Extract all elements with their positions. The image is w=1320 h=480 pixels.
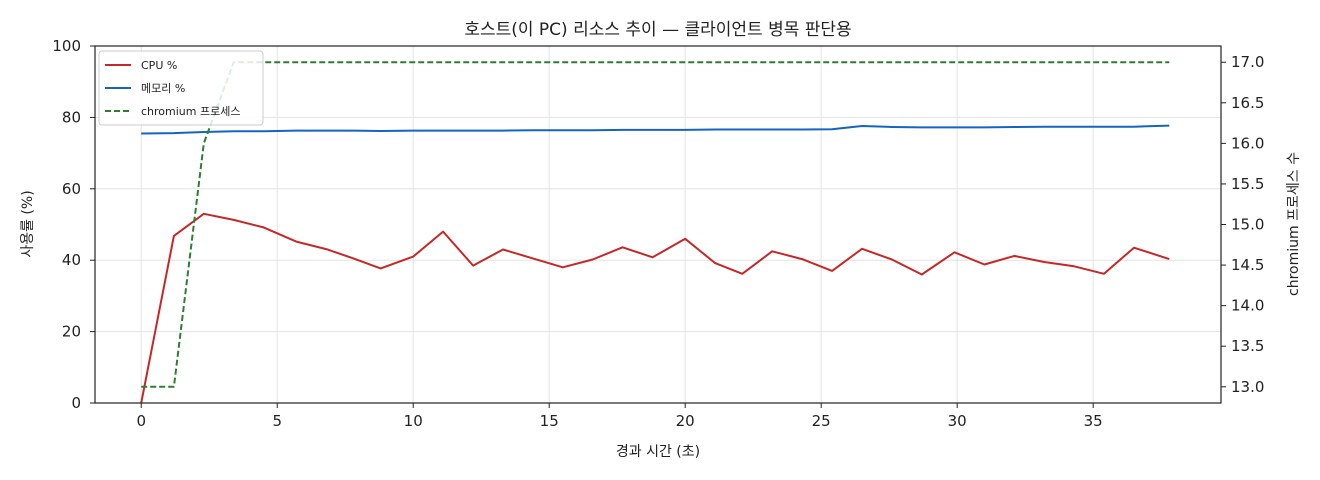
legend-label-cpu: CPU % [141,59,177,72]
legend: CPU % 메모리 % chromium 프로세스 [98,50,264,126]
y-tick-label: 60 [62,180,81,198]
y-tick-label: 20 [62,323,81,341]
plot-lines [140,61,1170,404]
chart-title: 호스트(이 PC) 리소스 추이 — 클라이언트 병목 판단용 [464,20,851,40]
series-line-chromium [141,61,1170,388]
legend-box [98,50,264,126]
y2-tick-label: 13.5 [1231,337,1264,355]
x-tick-label: 10 [404,412,423,430]
y2-tick-label: 16.5 [1231,94,1264,112]
y-tick-label: 100 [52,37,81,55]
y-axis-label: 사용률 (%) [20,190,36,257]
series-line-cpu [140,212,1170,404]
y2-tick-label: 15.0 [1231,216,1264,234]
x-tick-label: 30 [948,412,967,430]
y-axis-right: 13.0 13.5 14.0 14.5 15.0 15.5 16.0 16.5 17.0 [1221,53,1264,396]
x-tick-label: 0 [136,412,146,430]
y-axis-left: 0 20 40 60 80 100 [52,37,95,412]
legend-label-chromium: chromium 프로세스 [141,105,240,118]
y2-tick-label: 17.0 [1231,53,1264,71]
x-tick-label: 5 [272,412,282,430]
x-axis: 0 5 10 15 20 25 30 35 [136,403,1103,430]
y2-tick-label: 13.0 [1231,378,1264,396]
legend-label-memory: 메모리 % [141,82,185,95]
x-axis-label: 경과 시간 (초) [616,444,700,460]
y2-tick-label: 15.5 [1231,175,1264,193]
series-line-memory [141,124,1170,135]
y2-tick-label: 16.0 [1231,134,1264,152]
y2-tick-label: 14.0 [1231,297,1264,315]
y-tick-label: 80 [62,108,81,126]
y2-axis-label: chromium 프로세스 수 [1286,152,1302,296]
y2-tick-label: 14.5 [1231,256,1264,274]
x-tick-label: 25 [812,412,831,430]
y-tick-label: 0 [71,394,81,412]
x-tick-label: 20 [676,412,695,430]
x-tick-label: 15 [540,412,559,430]
x-tick-label: 35 [1084,412,1103,430]
y-tick-label: 40 [62,251,81,269]
